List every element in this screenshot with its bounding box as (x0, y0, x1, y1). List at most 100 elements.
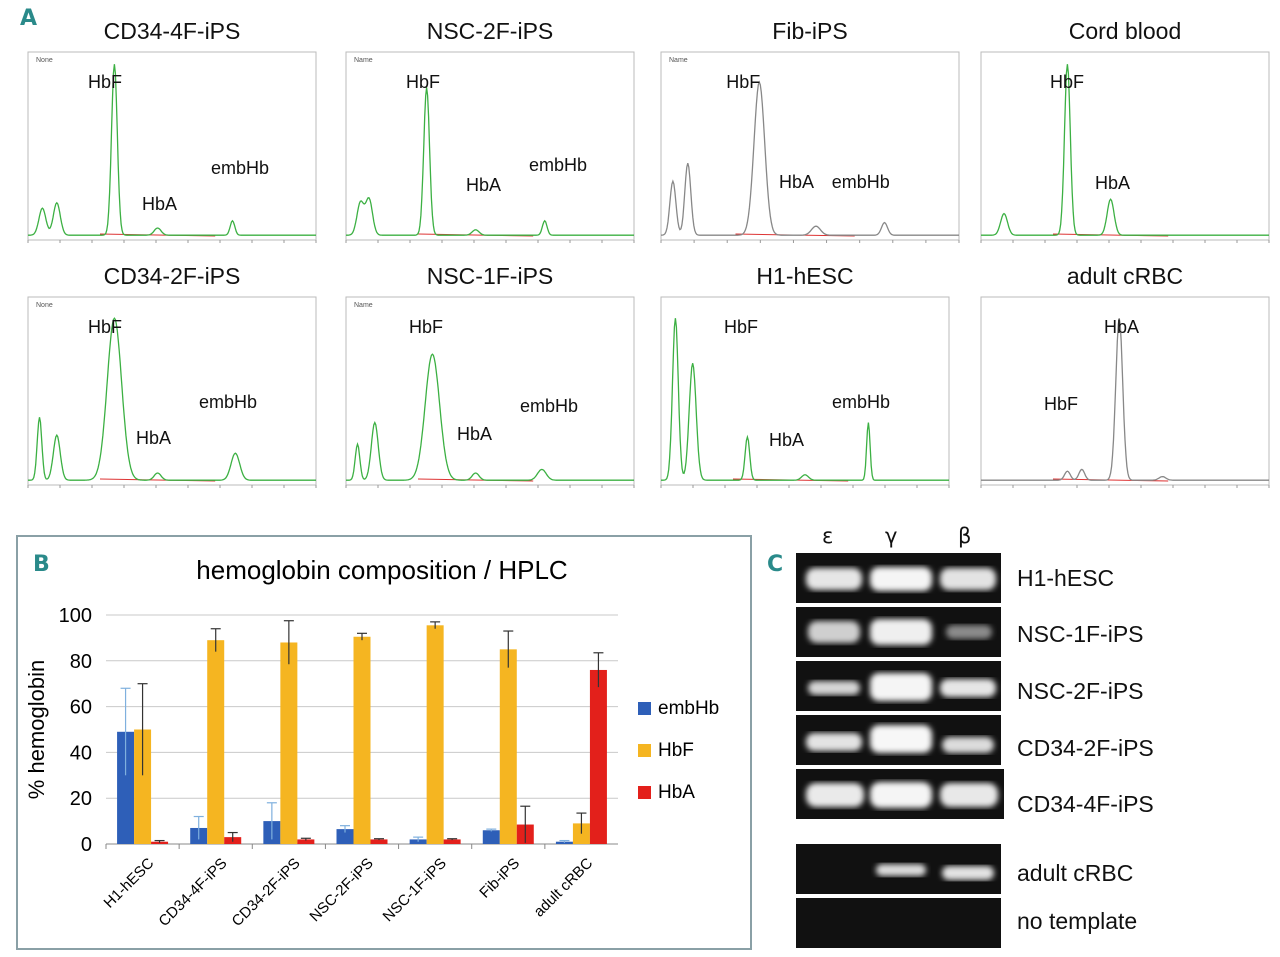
x-tick-label: Fib-iPS (476, 855, 523, 902)
chromatogram-panel: NSC-1F-iPS Name HbF HbA embHb (340, 263, 640, 495)
chromatogram-title: adult cRBC (1066, 263, 1184, 289)
plot-frame (27, 296, 317, 486)
chromatogram-legend-text: None (36, 302, 53, 309)
peak-label: HbF (409, 316, 444, 337)
x-tick-label: NSC-1F-iPS (380, 855, 450, 925)
peak-label: embHb (199, 392, 258, 413)
chromatogram-panel: NSC-2F-iPS Name HbF HbA embHb (340, 18, 640, 250)
bar (280, 642, 298, 844)
plot-frame (980, 51, 1270, 241)
x-tick-label: CD34-2F-iPS (229, 855, 304, 930)
gel-band (806, 783, 864, 807)
peak-label: HbF (1044, 394, 1079, 415)
gel-band (808, 681, 860, 695)
lane-label-beta: β (958, 524, 972, 548)
y-tick-label: 40 (70, 742, 92, 764)
y-tick-label: 20 (70, 788, 92, 810)
chromatogram-trace (346, 87, 634, 236)
gel-row-adult-crbc (796, 844, 1001, 894)
bar (426, 625, 444, 844)
x-tick-label: NSC-2F-iPS (306, 855, 376, 925)
gel-band (940, 568, 996, 590)
legend-swatch (638, 702, 651, 715)
chromatogram-title: CD34-2F-iPS (103, 263, 241, 289)
gel-band (870, 673, 932, 701)
peak-label: HbF (88, 316, 123, 337)
plot-frame (345, 296, 635, 486)
plot-frame (980, 296, 1270, 486)
legend-label: HbA (658, 782, 695, 803)
gel-label-cd34-4f-ips: CD34-4F-iPS (1017, 791, 1154, 817)
bar (482, 830, 500, 844)
bar (297, 839, 315, 844)
chromatogram-plot: Name (345, 296, 635, 488)
gel-bands (806, 782, 998, 808)
plot-frame (660, 51, 960, 241)
chart-title: hemoglobin composition / HPLC (196, 555, 567, 585)
gel-band (942, 866, 994, 880)
bar (499, 649, 517, 844)
gel-label-h1-hesc: H1-hESC (1017, 565, 1115, 591)
gel-label-adult-crbc: adult cRBC (1017, 860, 1134, 886)
gel-label-nsc-2f-ips: NSC-2F-iPS (1017, 678, 1144, 704)
peak-label: HbA (769, 429, 805, 450)
chromatogram-legend-text: None (36, 57, 53, 64)
peak-label: HbF (88, 71, 123, 92)
legend-label: HbF (658, 740, 694, 761)
gel-bands (806, 725, 994, 753)
gel-band (870, 619, 932, 645)
legend-swatch (638, 744, 651, 757)
peak-label: embHb (832, 392, 891, 413)
chromatogram-plot: Name (345, 51, 635, 243)
bar (370, 839, 388, 844)
gel-label-no-template: no template (1017, 908, 1138, 934)
chromatogram-legend-text: Name (354, 302, 373, 309)
bar (336, 829, 354, 844)
peak-label: HbF (406, 71, 441, 92)
chromatogram-title: Cord blood (1068, 18, 1182, 44)
gel-band (946, 625, 992, 639)
gel-band (806, 568, 862, 590)
bar (207, 640, 225, 844)
gel-label-nsc-1f-ips: NSC-1F-iPS (1017, 621, 1144, 647)
gel-row-cd34-4f-ips (796, 769, 1004, 819)
peak-label: HbA (142, 194, 178, 215)
chromatogram-title: Fib-iPS (772, 18, 848, 44)
chromatogram-legend-text: Name (354, 57, 373, 64)
lane-label-gamma: γ (885, 524, 898, 548)
y-tick-label: 60 (70, 697, 92, 719)
gel-row-h1-hesc (796, 553, 1001, 603)
gel-band (870, 782, 932, 808)
peak-label: HbA (466, 175, 502, 196)
gel-band (806, 733, 862, 751)
chromatogram-trace (661, 318, 949, 481)
gel-row-nsc-2f-ips (796, 661, 1001, 711)
plot-frame (660, 296, 950, 486)
x-tick-label: CD34-4F-iPS (155, 855, 230, 930)
chromatogram-title: H1-hESC (756, 263, 854, 289)
gel-band (870, 567, 932, 591)
gel-bands (808, 673, 996, 701)
chromatogram-title: NSC-2F-iPS (426, 18, 554, 44)
y-tick-label: 100 (59, 605, 92, 627)
bar (353, 636, 371, 844)
gel-band (808, 621, 860, 643)
peak-label: embHb (211, 158, 270, 179)
lane-label-epsilon: ε (822, 524, 834, 548)
chromatogram-plot: None (27, 51, 317, 243)
gel-row-cd34-2f-ips (796, 715, 1001, 765)
peak-label: HbA (779, 171, 815, 192)
panel-a-letter: A (20, 6, 38, 31)
gel-label-cd34-2f-ips: CD34-2F-iPS (1017, 735, 1154, 761)
chromatogram-plot (980, 296, 1270, 488)
bar-chart: hemoglobin composition / HPLC 0 20 40 60 80 10… (24, 555, 719, 930)
chromatogram-panel: Fib-iPS Name HbF HbA embHb (655, 18, 965, 250)
gel-band (876, 864, 926, 876)
chromatogram-trace (981, 318, 1269, 481)
panel-b-letter: B (33, 552, 50, 577)
peak-label: embHb (520, 395, 579, 416)
chromatogram-trace (660, 80, 959, 236)
legend-label: embHb (658, 698, 719, 719)
chromatogram-title: NSC-1F-iPS (426, 263, 554, 289)
gel-bands (806, 567, 996, 591)
